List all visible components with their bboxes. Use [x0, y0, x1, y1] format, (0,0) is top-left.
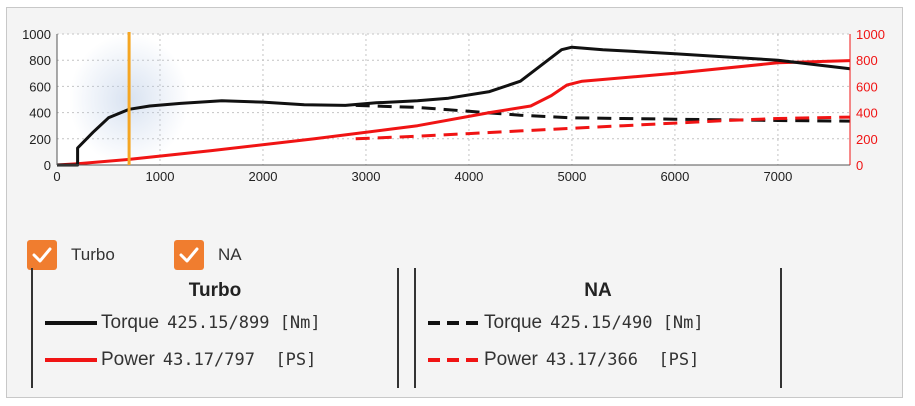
na-torque-values: 425.15/490 [Nm] [550, 313, 704, 333]
torque-solid-swatch [45, 321, 97, 325]
turbo-torque-line [57, 45, 851, 167]
turbo-power-row: Power 43.17/797 [PS] [45, 347, 316, 373]
x-tick-label: 5000 [557, 169, 586, 184]
y-left-tick-label: 0 [44, 158, 51, 173]
na-legend-title: NA [584, 280, 612, 301]
turbo-toggle[interactable]: Turbo [27, 240, 115, 270]
torque-power-chart[interactable]: 0 1000 2000 3000 4000 5000 6000 700002004006008… [7, 8, 902, 228]
y-left-tick-label: 200 [29, 132, 51, 147]
chart-panel: 0 1000 2000 3000 4000 5000 6000 7000 0 200 400 600 8… [6, 7, 903, 398]
y-right-tick-label: 400 [856, 106, 878, 121]
power-solid-swatch [45, 358, 97, 362]
turbo-torque-values: 425.15/899 [Nm] [167, 313, 321, 333]
power-dashed-swatch [428, 358, 480, 362]
y-left-tick-label: 400 [29, 106, 51, 121]
x-tick-label: 3000 [352, 169, 381, 184]
na-power-label: Power [484, 349, 538, 370]
na-checkbox[interactable] [174, 240, 204, 270]
turbo-legend: Turbo Torque 425.15/899 [Nm] Power 43.17… [31, 268, 399, 388]
turbo-torque-label: Torque [101, 312, 160, 333]
turbo-power-label: Power [101, 349, 155, 370]
y-right-tick-label: 0 [856, 158, 863, 173]
check-icon [32, 247, 52, 263]
y-left-tick-label: 600 [29, 79, 51, 94]
na-toggle-label: NA [218, 245, 242, 264]
na-torque-label: Torque [484, 312, 543, 333]
x-tick-label: 6000 [660, 169, 689, 184]
x-tick-label: 2000 [249, 169, 278, 184]
turbo-legend-title: Turbo [188, 280, 242, 301]
x-tick-label: 1000 [146, 169, 175, 184]
chart-axes: 0 1000 2000 3000 4000 5000 6000 700002004006008… [22, 27, 885, 184]
y-left-tick-label: 800 [29, 53, 51, 68]
turbo-toggle-label: Turbo [71, 245, 115, 264]
torque-dashed-swatch [428, 321, 480, 325]
y-right-tick-label: 1000 [856, 27, 885, 42]
x-tick-label: 4000 [454, 169, 483, 184]
turbo-checkbox[interactable] [27, 240, 57, 270]
check-icon [179, 247, 199, 263]
turbo-torque-row: Torque 425.15/899 [Nm] [45, 310, 321, 336]
x-tick-label: 7000 [763, 169, 792, 184]
y-right-tick-label: 600 [856, 79, 878, 94]
y-right-tick-label: 800 [856, 53, 878, 68]
chart-series [56, 45, 851, 167]
na-legend: NA Torque 425.15/490 [Nm] Power 43.17/36… [414, 268, 782, 388]
na-power-row: Power 43.17/366 [PS] [428, 347, 699, 373]
y-right-tick-label: 200 [856, 132, 878, 147]
na-power-line [355, 115, 851, 141]
y-left-tick-label: 1000 [22, 27, 51, 42]
turbo-power-values: 43.17/797 [PS] [162, 350, 317, 370]
na-toggle[interactable]: NA [174, 240, 242, 270]
turbo-power-line [56, 59, 851, 167]
x-tick-label: 0 [53, 169, 60, 184]
na-power-values: 43.17/366 [PS] [545, 350, 700, 370]
na-torque-row: Torque 425.15/490 [Nm] [428, 310, 704, 336]
